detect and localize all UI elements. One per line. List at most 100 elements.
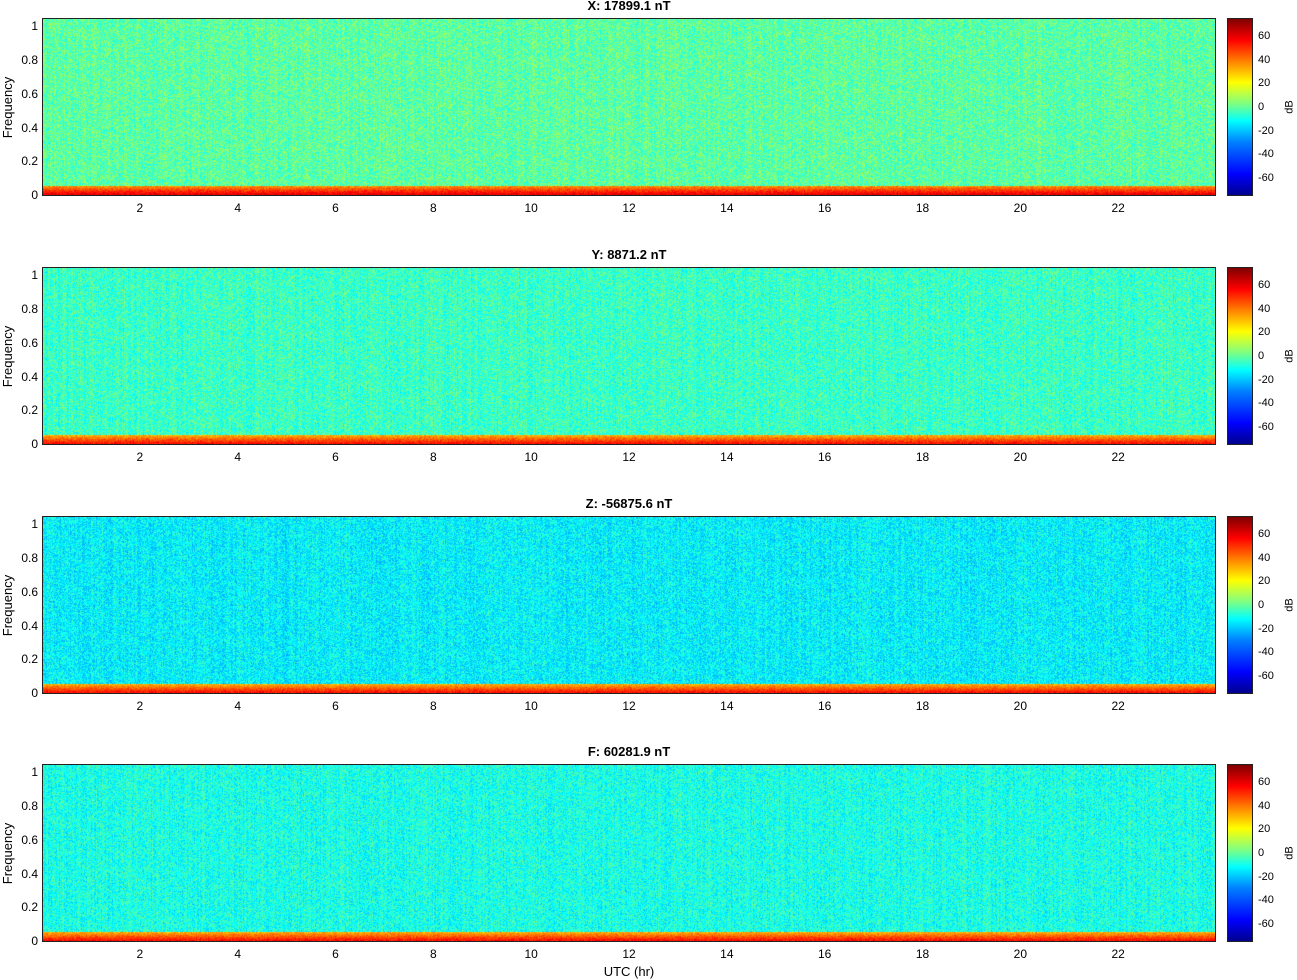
x-tick-label: 14 xyxy=(720,947,734,961)
x-tick-label: 2 xyxy=(136,201,144,215)
x-tick-label: 18 xyxy=(915,201,930,215)
colorbar-tick-label: 40 xyxy=(1258,799,1271,812)
colorbar-tick-label: -60 xyxy=(1258,421,1274,434)
x-tick-label: 6 xyxy=(332,947,339,961)
x-tick-label: 18 xyxy=(915,699,930,713)
y-tick-label: 0 xyxy=(31,686,38,700)
colorbar-tick-label: 60 xyxy=(1258,527,1271,540)
colorbar xyxy=(1227,764,1253,942)
colorbar-tick-label: 40 xyxy=(1258,302,1271,315)
x-tick-label: 22 xyxy=(1111,947,1125,961)
spectrogram-plot xyxy=(42,18,1216,196)
spectrogram-heatmap xyxy=(43,19,1215,195)
y-tick-label: 0.8 xyxy=(21,799,38,814)
y-tick-label: 0 xyxy=(31,188,38,202)
x-tick-label: 20 xyxy=(1013,699,1027,713)
colorbar-label: dB xyxy=(1284,516,1296,694)
colorbar-tick-label: 20 xyxy=(1258,77,1271,90)
x-tick-label: 14 xyxy=(720,201,734,215)
x-tick-label: 8 xyxy=(429,201,437,215)
colorbar-label-text: dB xyxy=(1284,846,1296,860)
x-tick-label: 14 xyxy=(720,699,734,713)
x-tick-label: 12 xyxy=(622,699,636,713)
x-tick-label: 16 xyxy=(817,699,832,713)
y-tick-label: 0.8 xyxy=(21,302,38,317)
spectrogram-heatmap xyxy=(43,765,1215,941)
colorbar xyxy=(1227,18,1253,196)
x-tick-label: 16 xyxy=(817,201,832,215)
colorbar-tick-label: 0 xyxy=(1258,350,1265,362)
y-tick-label: 0.6 xyxy=(21,832,38,847)
y-tick-label: 1 xyxy=(31,268,38,283)
spectrogram-plot xyxy=(42,764,1216,942)
panel-title: X: 17899.1 nT xyxy=(587,0,671,13)
y-tick-label: 0 xyxy=(31,437,38,451)
y-axis-label: Frequency xyxy=(0,516,16,694)
x-tick-label: 4 xyxy=(234,201,241,215)
y-tick-label: 0 xyxy=(31,934,38,948)
x-tick-label: 10 xyxy=(524,699,538,713)
colorbar-label: dB xyxy=(1284,18,1296,196)
colorbar-label: dB xyxy=(1284,764,1296,942)
y-tick-label: 0.6 xyxy=(21,86,38,101)
y-tick-label: 0.4 xyxy=(21,866,38,881)
x-tick-label: 2 xyxy=(136,947,144,961)
y-axis-label: Frequency xyxy=(0,267,16,445)
colorbar-tick-label: -20 xyxy=(1258,124,1274,137)
colorbar-tick-label: -40 xyxy=(1258,894,1274,907)
colorbar-label-text: dB xyxy=(1284,598,1296,612)
spectrogram-panel: X: 17899.1 nT Frequency 0 0.2 0.4 0.6 0.8 1 2 4 6 8… xyxy=(0,0,1297,215)
spectrogram-panel: Y: 8871.2 nT Frequency 0 0.2 0.4 0.6 0.8 1 2 4 6 8 1… xyxy=(0,247,1297,464)
y-tick-label: 0.6 xyxy=(21,335,38,350)
x-tick-label: 8 xyxy=(429,947,437,961)
x-axis-label: UTC (hr) xyxy=(603,964,655,979)
colorbar-tick-label: 20 xyxy=(1258,575,1271,588)
colorbar-label-text: dB xyxy=(1284,349,1296,363)
colorbar-tick-label: 60 xyxy=(1258,775,1271,788)
y-axis-label: Frequency xyxy=(0,764,16,942)
panel-title: Z: -56875.6 nT xyxy=(585,496,673,511)
x-tick-label: 6 xyxy=(332,201,339,215)
spectrogram-panel: F: 60281.9 nT Frequency 0 0.2 0.4 0.6 0.8 1 2 4 6 8… xyxy=(0,744,1297,961)
x-tick-label: 18 xyxy=(915,450,930,464)
x-tick-label: 20 xyxy=(1013,201,1027,215)
x-tick-label: 10 xyxy=(524,201,538,215)
x-tick-label: 2 xyxy=(136,450,144,464)
colorbar-tick-label: 60 xyxy=(1258,278,1271,291)
colorbar-tick-label: -40 xyxy=(1258,148,1274,161)
y-tick-label: 0.2 xyxy=(21,403,38,418)
colorbar-tick-label: 20 xyxy=(1258,326,1271,339)
y-tick-label: 0.2 xyxy=(21,652,38,667)
x-tick-label: 10 xyxy=(524,947,538,961)
colorbar-tick-label: -20 xyxy=(1258,622,1274,635)
x-tick-label: 6 xyxy=(332,699,339,713)
x-tick-label: 4 xyxy=(234,947,241,961)
x-tick-label: 22 xyxy=(1111,201,1125,215)
colorbar-tick-label: -60 xyxy=(1258,918,1274,931)
colorbar-tick-label: 60 xyxy=(1258,29,1271,42)
spectrogram-plot xyxy=(42,267,1216,445)
x-tick-label: 8 xyxy=(429,699,437,713)
y-tick-label: 0.8 xyxy=(21,53,38,68)
y-tick-label: 1 xyxy=(31,19,38,34)
colorbar-label: dB xyxy=(1284,267,1296,445)
colorbar-tick-label: 40 xyxy=(1258,551,1271,564)
x-tick-label: 20 xyxy=(1013,947,1027,961)
panel-title: Y: 8871.2 nT xyxy=(591,247,667,262)
colorbar xyxy=(1227,516,1253,694)
y-tick-label: 0.4 xyxy=(21,369,38,384)
colorbar-label-text: dB xyxy=(1284,100,1296,114)
panel-title: F: 60281.9 nT xyxy=(587,744,671,759)
x-tick-label: 8 xyxy=(429,450,437,464)
x-tick-label: 4 xyxy=(234,450,241,464)
y-tick-label: 0.4 xyxy=(21,618,38,633)
colorbar-tick-label: -20 xyxy=(1258,870,1274,883)
y-tick-label: 0.2 xyxy=(21,154,38,169)
x-tick-label: 12 xyxy=(622,450,636,464)
colorbar-tick-label: -60 xyxy=(1258,172,1274,185)
y-tick-label: 1 xyxy=(31,765,38,780)
x-tick-label: 20 xyxy=(1013,450,1027,464)
x-tick-label: 12 xyxy=(622,201,636,215)
colorbar-tick-label: 40 xyxy=(1258,53,1271,66)
x-tick-label: 18 xyxy=(915,947,930,961)
